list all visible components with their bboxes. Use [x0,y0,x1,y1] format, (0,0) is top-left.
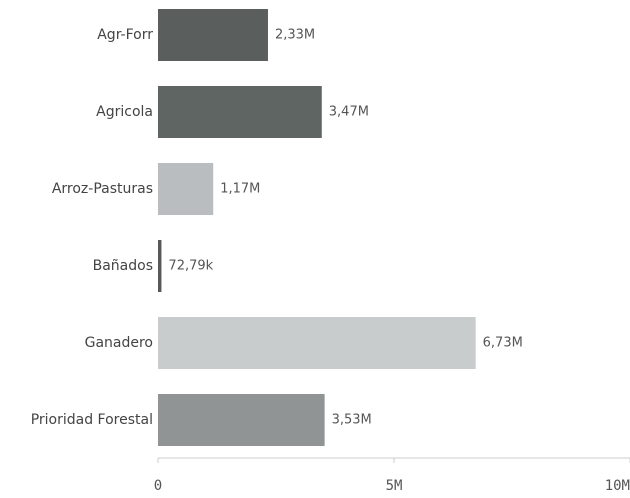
value-label: 3,47M [329,105,369,120]
category-label: Arroz-Pasturas [52,181,153,197]
category-label: Ganadero [85,335,153,351]
value-label: 6,73M [483,336,523,351]
value-label: 3,53M [332,413,372,428]
x-tick-label: 5M [386,478,403,494]
x-tick-label: 0 [154,478,162,494]
category-label: Agricola [96,104,153,120]
x-tick-label: 10M [605,478,630,494]
bar [158,163,214,215]
value-label: 72,79k [168,259,213,274]
category-label: Agr-Forr [97,27,153,43]
bar [158,394,325,446]
value-label: 2,33M [275,28,315,43]
value-label: 1,17M [220,182,260,197]
bar [158,240,162,292]
category-label: Prioridad Forestal [31,412,153,428]
bar [158,9,268,61]
bar [158,317,476,369]
category-label: Bañados [93,258,153,274]
bar [158,86,322,138]
